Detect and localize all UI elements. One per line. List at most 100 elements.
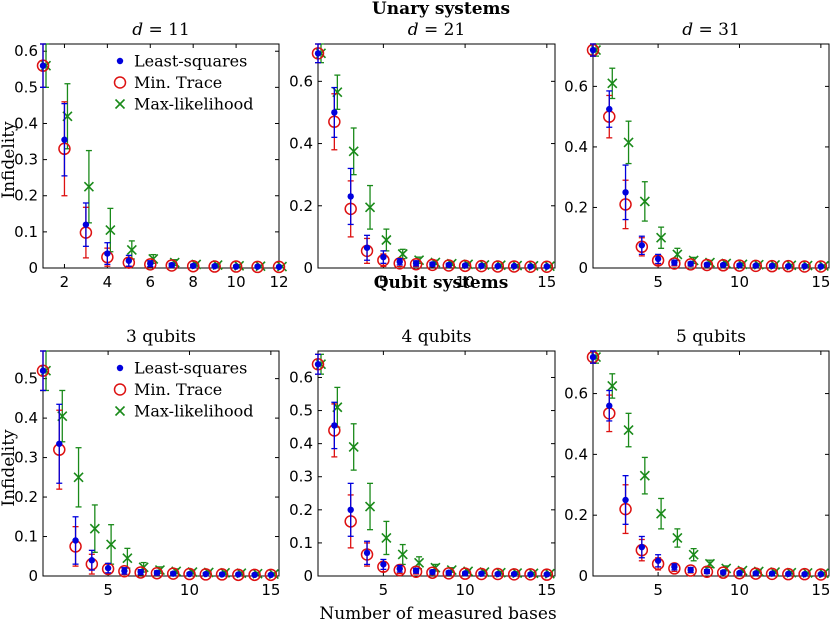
data-point-ls	[622, 189, 629, 196]
chart-panel-5: 5 10 15 0 0.1 0.2 0.3 0.4 0.5 0.6 4 qubits	[289, 327, 556, 599]
data-point-ls	[801, 570, 808, 578]
data-point-mt	[782, 567, 795, 581]
y-tick-label: 0.4	[564, 445, 588, 463]
data-point-ls	[137, 568, 144, 576]
y-tick-label: 0.2	[289, 197, 313, 215]
series-ml	[315, 353, 555, 579]
data-point-ml	[656, 508, 667, 519]
y-tick-label: 0.3	[289, 468, 313, 486]
section-title-qubit: Qubit systems	[374, 273, 509, 293]
data-point-ml-stroke-b	[364, 501, 376, 512]
data-point-mt	[409, 565, 423, 578]
series-ls	[314, 43, 551, 270]
chart-title: d = 11	[132, 20, 190, 40]
y-tick-label: 0.1	[14, 223, 38, 241]
data-point-ls	[202, 570, 209, 578]
chart-title: d = 21	[408, 20, 466, 40]
data-point-ls	[380, 253, 387, 261]
data-point-ml	[623, 424, 634, 436]
data-point-ml	[364, 501, 376, 512]
x-tick-label: 6	[145, 273, 155, 291]
legend-label-ls: Least-squares	[134, 359, 247, 378]
data-point-ml	[348, 441, 359, 453]
y-axis-label-top: Infidelity	[0, 121, 19, 199]
data-point-mt	[199, 568, 213, 581]
data-point-mt	[118, 565, 131, 578]
data-point-ls	[189, 262, 197, 270]
data-point-mt	[765, 259, 779, 273]
x-tick-label: 15	[537, 581, 556, 599]
y-tick-label: 0.6	[564, 77, 588, 95]
data-point-ml-stroke-b	[122, 553, 133, 564]
data-point-ls	[412, 567, 420, 574]
data-point-mt	[208, 260, 221, 273]
chart-title-value: = 11	[143, 20, 190, 40]
data-point-ls	[429, 261, 436, 268]
data-point-ls	[39, 367, 47, 374]
data-point-ml-stroke-b	[106, 539, 117, 550]
data-point-ls	[703, 568, 711, 575]
chart-panel-1: 2 4 6 8 10 12 0 0.1 0.2 0.3 0.4 0.5 0.6 d = 11 Least-s…	[14, 20, 288, 291]
data-point-ls	[314, 361, 322, 368]
data-point-ml-stroke-b	[83, 181, 94, 192]
data-point-ls	[478, 570, 485, 577]
data-point-ls	[347, 506, 354, 514]
chart-panel-6: 5 10 15 0 0.2 0.4 0.6 5 qubits	[564, 327, 830, 599]
data-point-ls	[622, 496, 629, 504]
y-tick-label: 0.2	[564, 506, 588, 524]
data-point-ls	[88, 557, 96, 564]
y-tick-label: 0.6	[564, 385, 588, 403]
data-point-mt	[782, 259, 795, 273]
data-point-ml	[73, 472, 84, 483]
data-point-ml-stroke-b	[656, 508, 667, 519]
x-tick-label: 5	[653, 581, 663, 599]
data-point-mt	[229, 260, 243, 273]
data-point-ls	[736, 569, 743, 577]
data-point-ls	[752, 262, 759, 269]
data-point-ls	[638, 242, 646, 249]
y-tick-label: 0	[303, 259, 313, 277]
data-point-ml	[348, 146, 359, 157]
data-point-mt	[798, 260, 811, 273]
data-point-ml-stroke-b	[397, 248, 408, 260]
data-point-ml-stroke-b	[89, 523, 100, 534]
data-point-ml	[639, 470, 650, 481]
y-tick-label: 0.4	[289, 135, 313, 153]
data-point-ml-stroke-b	[688, 549, 699, 560]
legend: Least-squares Min. Trace Max-likelihood	[113, 359, 254, 421]
data-point-ls	[461, 262, 469, 269]
series-mt	[311, 43, 554, 274]
y-tick-label: 0.6	[289, 72, 313, 90]
data-point-mt	[524, 260, 537, 274]
x-tick-label: 10	[456, 581, 475, 599]
data-point-ls	[654, 557, 662, 564]
data-point-ls	[186, 570, 193, 578]
data-point-ml-stroke-b	[364, 202, 376, 213]
data-point-mt	[165, 259, 178, 272]
chart-title-variable: d	[682, 20, 693, 40]
data-point-ls	[720, 569, 727, 576]
y-tick-label: 0.6	[289, 368, 313, 386]
legend-marker-ls	[116, 57, 124, 65]
y-tick-label: 0.2	[14, 187, 38, 205]
data-point-ls	[768, 262, 776, 270]
data-point-mt	[183, 567, 196, 581]
data-point-ls	[363, 244, 371, 251]
data-point-ls	[445, 261, 452, 269]
data-point-ml-stroke-b	[381, 234, 392, 246]
data-point-mt	[166, 567, 180, 580]
legend-label-ml: Max-likelihood	[134, 402, 254, 421]
data-point-mt	[540, 260, 554, 274]
data-point-ls	[412, 260, 420, 267]
data-point-ml-stroke-b	[105, 224, 116, 236]
data-point-ml	[106, 539, 117, 550]
data-point-ls	[785, 570, 792, 578]
chart-title-value: = 21	[419, 20, 466, 40]
y-tick-label: 0.3	[14, 151, 38, 169]
chart-title: 4 qubits	[402, 327, 472, 347]
y-tick-label: 0.4	[289, 435, 313, 453]
data-point-mt	[507, 568, 521, 581]
y-tick-label: 0.4	[564, 138, 588, 156]
legend: Least-squares Min. Trace Max-likelihood	[113, 52, 254, 114]
